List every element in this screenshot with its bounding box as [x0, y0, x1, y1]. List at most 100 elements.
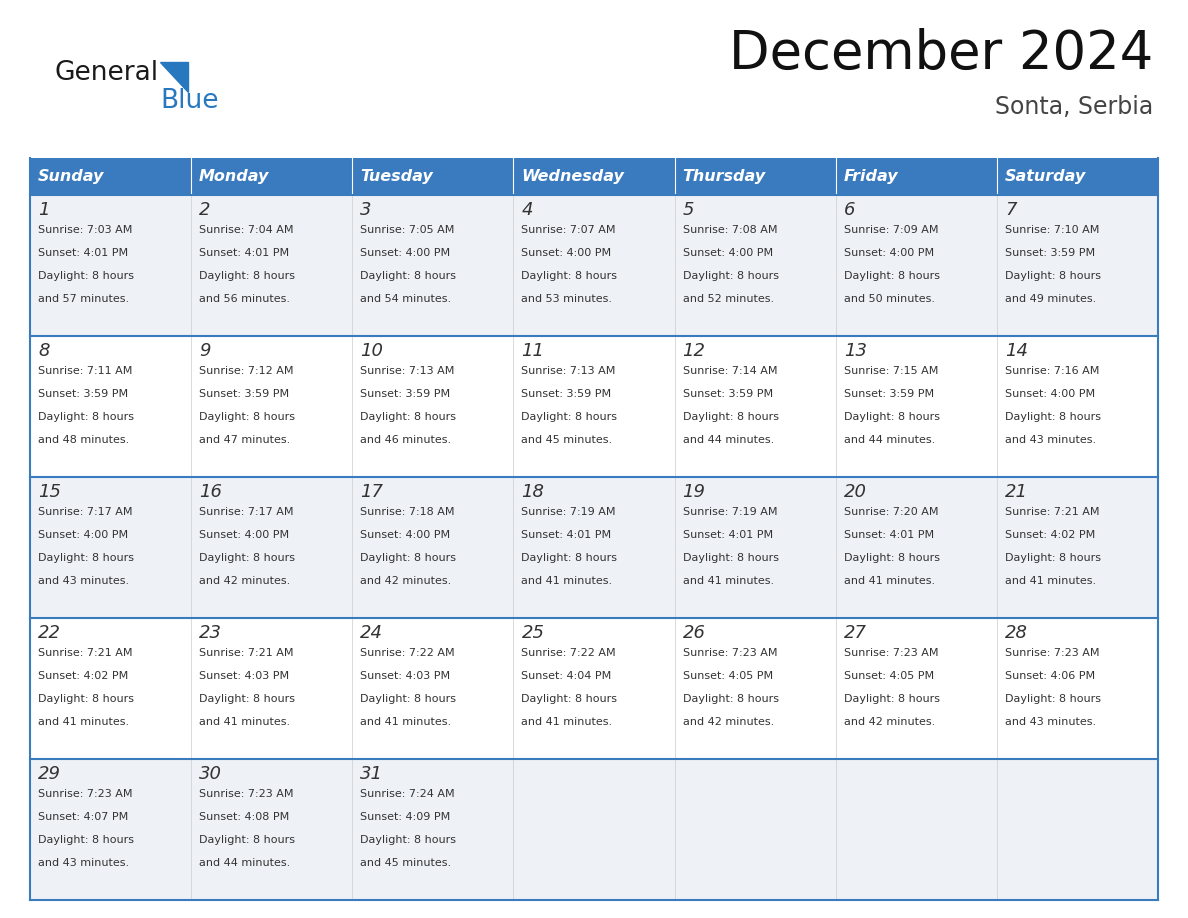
Text: Sunrise: 7:10 AM: Sunrise: 7:10 AM [1005, 225, 1099, 235]
Text: and 41 minutes.: and 41 minutes. [1005, 576, 1097, 586]
Text: Sunrise: 7:21 AM: Sunrise: 7:21 AM [1005, 507, 1099, 517]
Text: Wednesday: Wednesday [522, 169, 625, 184]
Text: and 41 minutes.: and 41 minutes. [522, 576, 613, 586]
Text: Daylight: 8 hours: Daylight: 8 hours [200, 271, 295, 281]
Text: Sonta, Serbia: Sonta, Serbia [994, 95, 1154, 119]
Text: Sunset: 4:01 PM: Sunset: 4:01 PM [522, 530, 612, 540]
Text: 16: 16 [200, 483, 222, 501]
Text: Sunset: 4:02 PM: Sunset: 4:02 PM [1005, 530, 1095, 540]
Text: 21: 21 [1005, 483, 1028, 501]
Text: 31: 31 [360, 765, 384, 783]
Text: Daylight: 8 hours: Daylight: 8 hours [522, 412, 618, 422]
Text: and 50 minutes.: and 50 minutes. [843, 294, 935, 304]
Text: 18: 18 [522, 483, 544, 501]
Text: Daylight: 8 hours: Daylight: 8 hours [200, 835, 295, 845]
Text: 26: 26 [683, 624, 706, 642]
Text: Sunrise: 7:23 AM: Sunrise: 7:23 AM [1005, 648, 1099, 658]
Text: Sunset: 4:00 PM: Sunset: 4:00 PM [360, 530, 450, 540]
Text: Daylight: 8 hours: Daylight: 8 hours [522, 271, 618, 281]
Text: and 41 minutes.: and 41 minutes. [200, 717, 290, 727]
Text: Daylight: 8 hours: Daylight: 8 hours [200, 412, 295, 422]
Text: Sunrise: 7:23 AM: Sunrise: 7:23 AM [200, 789, 293, 799]
Text: Sunset: 3:59 PM: Sunset: 3:59 PM [360, 389, 450, 399]
Text: 24: 24 [360, 624, 384, 642]
Text: and 47 minutes.: and 47 minutes. [200, 435, 290, 445]
Text: Sunrise: 7:04 AM: Sunrise: 7:04 AM [200, 225, 293, 235]
Text: Sunset: 4:00 PM: Sunset: 4:00 PM [38, 530, 128, 540]
Text: and 42 minutes.: and 42 minutes. [360, 576, 451, 586]
Text: Daylight: 8 hours: Daylight: 8 hours [683, 553, 778, 563]
Text: and 43 minutes.: and 43 minutes. [1005, 717, 1097, 727]
Text: Sunset: 3:59 PM: Sunset: 3:59 PM [843, 389, 934, 399]
Text: Monday: Monday [200, 169, 270, 184]
Text: 25: 25 [522, 624, 544, 642]
Text: Sunset: 4:06 PM: Sunset: 4:06 PM [1005, 671, 1095, 681]
Bar [30, 618, 1158, 759]
Text: Sunset: 4:05 PM: Sunset: 4:05 PM [683, 671, 772, 681]
Text: 11: 11 [522, 342, 544, 360]
Text: 29: 29 [38, 765, 61, 783]
Text: Sunrise: 7:17 AM: Sunrise: 7:17 AM [38, 507, 133, 517]
Text: and 49 minutes.: and 49 minutes. [1005, 294, 1097, 304]
Bar [30, 477, 1158, 618]
Text: Daylight: 8 hours: Daylight: 8 hours [38, 835, 134, 845]
Text: 14: 14 [1005, 342, 1028, 360]
Text: Daylight: 8 hours: Daylight: 8 hours [1005, 694, 1101, 704]
Text: 6: 6 [843, 201, 855, 219]
Bar [30, 195, 1158, 336]
Text: 28: 28 [1005, 624, 1028, 642]
Text: Sunrise: 7:11 AM: Sunrise: 7:11 AM [38, 366, 132, 376]
Text: Sunset: 4:09 PM: Sunset: 4:09 PM [360, 812, 450, 822]
Text: 4: 4 [522, 201, 533, 219]
Text: 17: 17 [360, 483, 384, 501]
Text: Sunset: 4:00 PM: Sunset: 4:00 PM [522, 248, 612, 258]
Text: Sunset: 4:00 PM: Sunset: 4:00 PM [843, 248, 934, 258]
Text: Daylight: 8 hours: Daylight: 8 hours [360, 412, 456, 422]
Text: 1: 1 [38, 201, 50, 219]
Text: Sunrise: 7:15 AM: Sunrise: 7:15 AM [843, 366, 939, 376]
Text: 19: 19 [683, 483, 706, 501]
Text: and 42 minutes.: and 42 minutes. [200, 576, 290, 586]
Text: Sunset: 3:59 PM: Sunset: 3:59 PM [200, 389, 289, 399]
Text: Daylight: 8 hours: Daylight: 8 hours [843, 553, 940, 563]
Text: 10: 10 [360, 342, 384, 360]
Bar [30, 158, 1158, 195]
Text: Daylight: 8 hours: Daylight: 8 hours [843, 271, 940, 281]
Bar [30, 759, 1158, 900]
Text: Sunrise: 7:23 AM: Sunrise: 7:23 AM [683, 648, 777, 658]
Text: Sunrise: 7:17 AM: Sunrise: 7:17 AM [200, 507, 293, 517]
Text: Sunrise: 7:22 AM: Sunrise: 7:22 AM [522, 648, 617, 658]
Text: Sunrise: 7:23 AM: Sunrise: 7:23 AM [38, 789, 133, 799]
Text: Sunrise: 7:23 AM: Sunrise: 7:23 AM [843, 648, 939, 658]
Text: Sunrise: 7:12 AM: Sunrise: 7:12 AM [200, 366, 293, 376]
Text: Sunset: 4:08 PM: Sunset: 4:08 PM [200, 812, 290, 822]
Text: Sunset: 4:05 PM: Sunset: 4:05 PM [843, 671, 934, 681]
Text: Tuesday: Tuesday [360, 169, 434, 184]
Text: 12: 12 [683, 342, 706, 360]
Text: Sunset: 4:02 PM: Sunset: 4:02 PM [38, 671, 128, 681]
Text: Saturday: Saturday [1005, 169, 1086, 184]
Text: Daylight: 8 hours: Daylight: 8 hours [1005, 412, 1101, 422]
Text: and 45 minutes.: and 45 minutes. [522, 435, 613, 445]
Text: 22: 22 [38, 624, 61, 642]
Text: Sunset: 4:01 PM: Sunset: 4:01 PM [683, 530, 772, 540]
Text: Sunset: 4:07 PM: Sunset: 4:07 PM [38, 812, 128, 822]
Text: and 41 minutes.: and 41 minutes. [522, 717, 613, 727]
Text: Daylight: 8 hours: Daylight: 8 hours [360, 553, 456, 563]
Text: Sunset: 4:00 PM: Sunset: 4:00 PM [200, 530, 289, 540]
Text: December 2024: December 2024 [728, 28, 1154, 80]
Text: Sunset: 3:59 PM: Sunset: 3:59 PM [522, 389, 612, 399]
Bar [30, 336, 1158, 477]
Text: 5: 5 [683, 201, 694, 219]
Text: Daylight: 8 hours: Daylight: 8 hours [360, 694, 456, 704]
Text: Sunday: Sunday [38, 169, 105, 184]
Text: Sunset: 4:00 PM: Sunset: 4:00 PM [683, 248, 772, 258]
Text: and 56 minutes.: and 56 minutes. [200, 294, 290, 304]
Text: Sunrise: 7:24 AM: Sunrise: 7:24 AM [360, 789, 455, 799]
Text: Sunrise: 7:14 AM: Sunrise: 7:14 AM [683, 366, 777, 376]
Text: and 43 minutes.: and 43 minutes. [1005, 435, 1097, 445]
Text: 13: 13 [843, 342, 867, 360]
Text: and 43 minutes.: and 43 minutes. [38, 858, 129, 868]
Text: Daylight: 8 hours: Daylight: 8 hours [360, 271, 456, 281]
Text: Sunset: 4:03 PM: Sunset: 4:03 PM [200, 671, 289, 681]
